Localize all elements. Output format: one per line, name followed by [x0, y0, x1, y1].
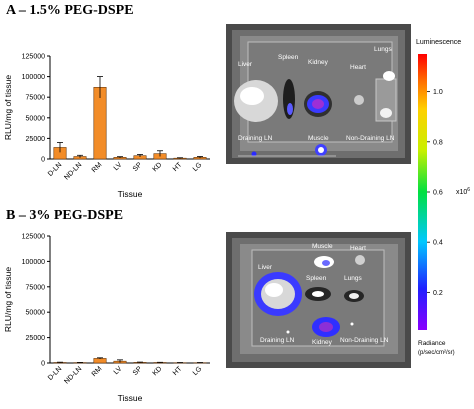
photo-a-label-lungs: Lungs — [374, 46, 392, 53]
chart-a-x-axis-label: Tissue — [118, 189, 143, 199]
photo-a-label-heart: Heart — [350, 64, 366, 71]
organ-liver-b — [254, 272, 302, 316]
photo-b-label-liver: Liver — [258, 264, 273, 271]
organ-kidney-b — [312, 317, 340, 337]
chart-b-ytick-label: 0 — [41, 361, 45, 368]
chart-b-bar — [93, 358, 107, 364]
photo-b-label-non-draining-ln: Non-Draining LN — [340, 337, 389, 344]
chart-b-xtick-label: D-LN — [47, 365, 64, 382]
chart-b-xtick-label: SP — [132, 365, 144, 377]
organ-spleen-b — [305, 287, 331, 301]
chart-a-xtick-label: LG — [192, 161, 204, 173]
chart-b-xtick-label: RM — [91, 365, 104, 378]
chart-b-ytick-label: 75000 — [26, 284, 46, 291]
organ-heart-b — [355, 255, 365, 265]
luminescence-colorbar: Luminescence 1.0 0.8 0.6 0.4 0.2 x106 Radian… — [416, 39, 470, 356]
chart-a-ytick-label: 75000 — [26, 95, 46, 102]
chart-b-xtick-label: ND-LN — [63, 365, 83, 385]
colorbar-gradient — [418, 54, 427, 330]
colorbar-tick-label: 0.6 — [433, 190, 443, 197]
chart-a-xtick-label: RM — [91, 161, 104, 174]
colorbar-axis-label: Radiance — [418, 340, 446, 347]
photo-a-label-non-draining-ln: Non-Draining LN — [346, 135, 395, 142]
chart-a-xtick-label: SP — [132, 161, 144, 173]
colorbar-tick-label: 0.4 — [433, 240, 443, 247]
organ-lungs-b — [344, 290, 364, 302]
photo-b-label-lungs: Lungs — [344, 275, 362, 282]
colorbar-unit-label: (p/sec/cm²/sr) — [418, 350, 455, 356]
organ-kidney-a — [304, 91, 332, 117]
chart-b-y-axis-label: RLU/mg of tissue — [3, 267, 13, 332]
organ-muscle-a — [315, 144, 327, 156]
photo-a-label-muscle: Muscle — [308, 135, 329, 142]
chart-a-ytick-label: 0 — [41, 157, 45, 164]
bioluminescence-photo-b: Liver Muscle Heart Spleen Lungs Draining… — [226, 232, 411, 368]
organ-muscle-b — [314, 256, 334, 268]
photo-b-label-kidney: Kidney — [312, 339, 333, 346]
chart-a-xtick-label: HT — [172, 161, 184, 173]
colorbar-title: Luminescence — [416, 39, 461, 46]
organ-liver-a — [234, 80, 278, 122]
photo-b-label-muscle: Muscle — [312, 243, 333, 250]
photo-a-label-kidney: Kidney — [308, 59, 329, 66]
organ-draining-ln-a — [251, 151, 257, 157]
chart-a-xtick-label: D-LN — [47, 161, 64, 178]
chart-b-x-axis-label: Tissue — [118, 393, 143, 403]
chart-a-xtick-label: LV — [113, 161, 124, 172]
chart-a-bar — [93, 87, 107, 160]
colorbar-tick-label: 0.8 — [433, 139, 443, 146]
chart-a-ytick-label: 25000 — [26, 136, 46, 143]
chart-b-xtick-label: KD — [152, 365, 164, 377]
chart-b-xtick-label: LG — [192, 365, 204, 377]
chart-b-ytick-label: 100000 — [22, 259, 45, 266]
photo-b-label-heart: Heart — [350, 245, 366, 252]
chart-b-ytick-label: 125000 — [22, 234, 45, 241]
bioluminescence-photo-a: Liver Spleen Kidney Heart Lungs Draining… — [226, 24, 411, 164]
chart-b-ytick-label: 50000 — [26, 310, 46, 317]
colorbar-tick-label: 1.0 — [433, 89, 443, 96]
photo-a-label-draining-ln: Draining LN — [238, 135, 273, 142]
chart-a-ytick-label: 50000 — [26, 115, 46, 122]
chart-b-xtick-label: HT — [172, 365, 184, 377]
chart-b-ytick-label: 25000 — [26, 335, 46, 342]
organ-heart-a — [354, 95, 364, 105]
organ-lungs-a — [380, 71, 395, 118]
chart-a-ytick-label: 100000 — [22, 74, 45, 81]
photo-a-label-spleen: Spleen — [278, 54, 299, 61]
colorbar-tick-label: 0.2 — [433, 290, 443, 297]
panel-b-title: B – 3% PEG-DSPE — [6, 208, 124, 223]
bar-chart-b: 0 25000 50000 75000 100000 125000 RLU/mg of ti… — [3, 234, 210, 403]
chart-a-xtick-label: KD — [152, 161, 164, 173]
photo-a-label-liver: Liver — [238, 61, 253, 68]
chart-b-xtick-label: LV — [113, 365, 124, 376]
photo-b-label-spleen: Spleen — [306, 275, 327, 282]
colorbar-multiplier: x106 — [456, 187, 470, 196]
panel-a-title: A – 1.5% PEG-DSPE — [6, 3, 134, 18]
photo-b-label-draining-ln: Draining LN — [260, 337, 295, 344]
chart-a-xtick-label: ND-LN — [63, 161, 83, 181]
chart-a-ytick-label: 125000 — [22, 54, 45, 61]
chart-a-y-axis-label: RLU/mg of tissue — [3, 75, 13, 140]
organ-spleen-a — [283, 79, 295, 119]
bar-chart-a: 0 25000 50000 75000 100000 125000 RLU/mg of ti… — [3, 54, 210, 199]
